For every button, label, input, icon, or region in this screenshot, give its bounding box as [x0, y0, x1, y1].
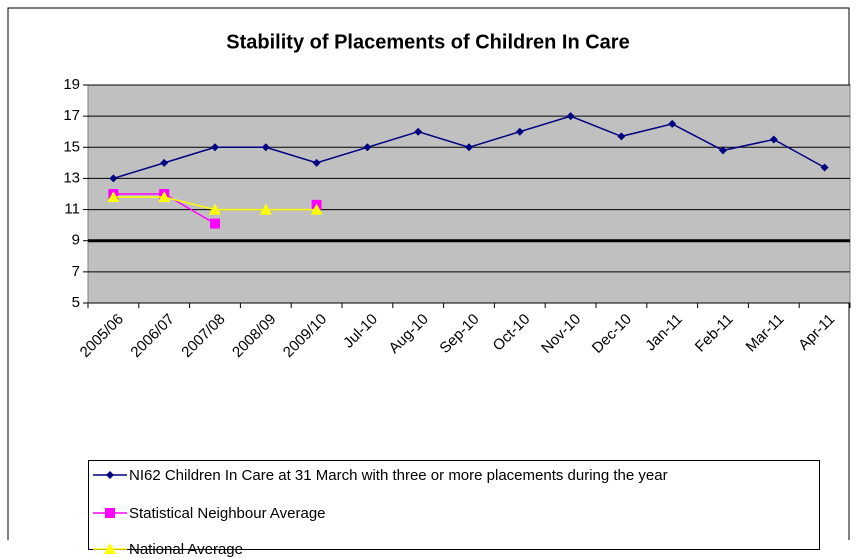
chart: Stability of Placements of Children In C… [7, 7, 851, 540]
chart-title: Stability of Placements of Children In C… [226, 31, 629, 53]
marker [566, 112, 575, 121]
plot-area [87, 84, 851, 304]
marker [211, 143, 219, 152]
legend-label: NI62 Children In Care at 31 March with t… [129, 467, 668, 484]
legend: NI62 Children In Care at 31 March with t… [88, 460, 820, 558]
y-tick-label: 13 [63, 169, 80, 186]
marker [414, 127, 423, 136]
marker [210, 218, 220, 229]
marker [107, 191, 120, 203]
y-tick-label: 11 [64, 201, 80, 218]
marker [719, 146, 727, 155]
marker [158, 191, 171, 203]
marker [109, 174, 118, 183]
marker [209, 203, 221, 215]
legend-icon [93, 508, 127, 518]
marker [105, 508, 115, 518]
legend-label: Statistical Neighbour Average [129, 505, 326, 522]
marker [820, 163, 829, 172]
marker [160, 158, 169, 167]
marker [617, 132, 626, 141]
marker [465, 143, 473, 152]
y-tick-label: 19 [63, 76, 80, 93]
page: Stability of Placements of Children In C… [7, 7, 851, 558]
marker [312, 158, 321, 167]
marker [668, 119, 677, 128]
marker [769, 135, 778, 144]
marker [259, 203, 272, 215]
y-tick-label: 15 [63, 138, 80, 155]
legend-entry: NI62 Children In Care at 31 March with t… [89, 467, 809, 484]
legend-icon [93, 543, 127, 554]
y-tick-label: 9 [72, 232, 80, 249]
legend-icon [93, 471, 127, 479]
legend-entry: National Average [89, 541, 809, 558]
marker [363, 143, 372, 152]
marker [106, 471, 114, 479]
marker [310, 203, 323, 215]
legend-entry: Statistical Neighbour Average [89, 505, 809, 522]
y-tick-label: 5 [72, 294, 80, 311]
marker [261, 143, 270, 152]
legend-label: National Average [129, 541, 243, 558]
marker [515, 127, 524, 136]
y-tick-label: 17 [63, 107, 80, 124]
y-tick-label: 7 [72, 263, 80, 280]
